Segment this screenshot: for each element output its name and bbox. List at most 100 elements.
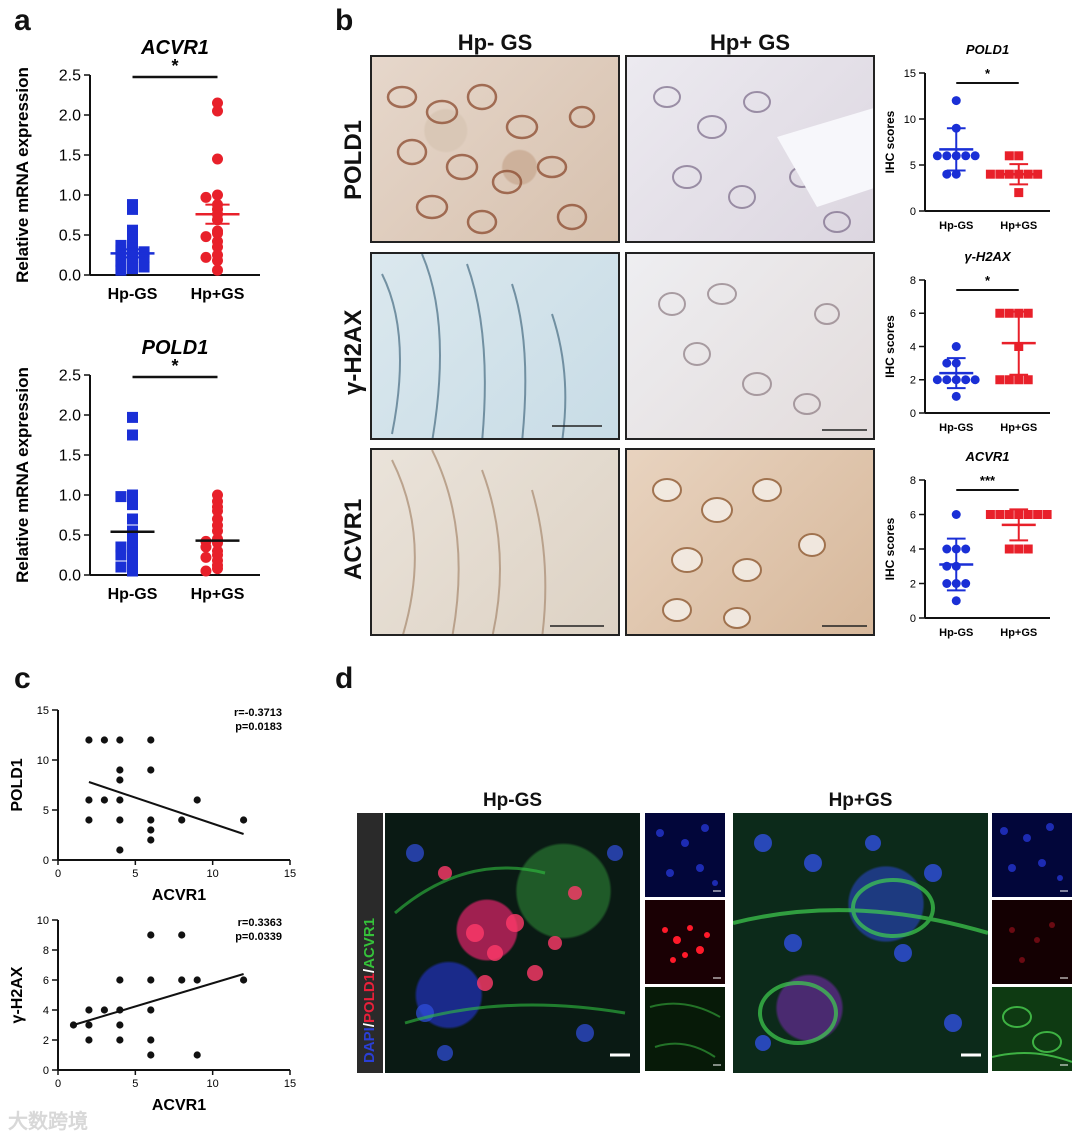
data-point-square [127,242,138,254]
data-point-square [115,549,127,561]
data-point-circle [942,579,952,588]
y-tick-label: 2.5 [59,68,81,85]
data-point-circle [212,264,223,276]
scatter-point [193,1051,201,1059]
scatter-point [116,796,124,804]
correlation-r: r=-0.3713 [234,707,282,719]
y-tick-label: 0 [43,1065,49,1077]
ihc-image-acvr1-hp-neg [370,448,620,636]
data-point-square [138,261,150,273]
scatter-point [193,976,201,984]
y-tick-label: 1.5 [59,448,81,465]
data-point-square [985,169,995,179]
x-category-label: Hp-GS [939,220,973,232]
y-tick-label: 0.0 [59,268,81,285]
chart-title: ACVR1 [964,449,1009,464]
if-acvr1-hp-pos [991,987,1073,1071]
data-point-square [1004,510,1014,519]
data-point-square [995,510,1005,519]
data-point-square [1023,510,1033,519]
panel-a-label: a [14,4,31,37]
y-tick-label: 0 [910,206,916,218]
data-point-square [115,491,127,503]
data-point-square [1033,169,1043,179]
if-pold1-hp-neg [645,900,725,984]
data-point-circle [212,241,223,253]
scatter-point [100,1006,108,1014]
ihc-image-h2ax-hp-pos [625,252,875,440]
ihc-col-header-hp-pos: Hp+ GS [709,30,791,55]
y-tick-label: 0 [910,613,916,625]
data-point-square [127,513,138,525]
scatter-point [85,1021,93,1029]
significance-label: * [985,273,991,288]
data-point-circle [212,525,223,537]
x-tick-label: 5 [132,1078,138,1090]
data-point-circle [932,151,942,161]
data-point-circle [212,105,223,117]
scatter-point [116,816,124,824]
ihc-image-h2ax-hp-neg [370,252,620,440]
ihc-glands-pold1-hp-pos [653,86,873,233]
significance-label: * [985,66,991,81]
scatter-point [178,976,186,984]
if-dapi-hp-neg [645,813,725,897]
x-category-label: Hp-GS [939,422,973,434]
data-point-square [127,557,138,569]
if-acvr1-hp-pos-cells [991,1006,1073,1066]
y-tick-label: 2 [43,1035,49,1047]
y-tick-label: 10 [37,755,49,767]
scatter-point [85,796,93,804]
y-tick-label: 2 [910,578,916,590]
data-point-circle [212,97,223,109]
x-category-label: Hp-GS [108,286,158,303]
scatter-point [147,766,155,774]
y-tick-label: 0.5 [59,528,81,545]
scatter-point [240,816,248,824]
data-point-square [127,489,138,501]
data-point-circle [970,375,980,385]
y-tick-label: 10 [904,114,916,126]
if-channel-label-strip: DAPI/POLD1/ACVR1 [357,813,383,1073]
chart-c1-pold1-vs-acvr1: 0 5 10 15 POLD1 0 5 10 15 ACVR1 r=-0.3713 p=0.0183 [9,705,296,904]
panel-c-label: c [14,662,31,695]
scatter-point [116,1036,124,1044]
data-point-circle [212,153,223,165]
scatter-point [116,976,124,984]
chart-b1-pold1-ihc: 0 5 10 15 IHC scores Hp-GS Hp+GS POLD1 * [883,42,1050,232]
y-tick-label: 5 [910,160,916,172]
data-point-square [1014,544,1024,554]
y-tick-label: 1.0 [59,188,81,205]
data-point-square [1023,308,1033,318]
scatter-point [147,736,155,744]
data-point-square [995,169,1005,179]
regression-line [73,973,244,1026]
data-point-square [127,203,138,215]
y-tick-label: 4 [910,341,916,353]
data-point-square [127,537,138,549]
y-tick-label: 5 [43,805,49,817]
if-dapi-hp-pos-cells [1000,823,1068,892]
data-point-circle [951,510,961,519]
ihc-image-acvr1-hp-pos [625,448,875,636]
scatter-point [116,736,124,744]
scatter-point [100,796,108,804]
data-point-square [127,411,138,423]
if-header-hp-pos: Hp+GS [828,790,893,811]
y-tick-label: 2.5 [59,368,81,385]
x-axis-label: ACVR1 [152,1097,206,1114]
if-dapi-hp-neg-cells [656,824,721,892]
data-point-square [1023,544,1033,554]
regression-line [88,781,244,835]
data-point-circle [951,342,961,351]
x-tick-label: 15 [284,1078,296,1090]
data-point-circle [200,251,212,263]
watermark-text: 大数跨境 [8,1111,88,1133]
data-point-circle [200,191,212,203]
correlation-p: p=0.0339 [235,931,282,943]
y-tick-label: 0 [910,408,916,420]
data-point-square [1042,510,1052,519]
data-point-square [995,308,1005,318]
data-point-circle [942,358,952,368]
data-point-circle [961,375,971,385]
